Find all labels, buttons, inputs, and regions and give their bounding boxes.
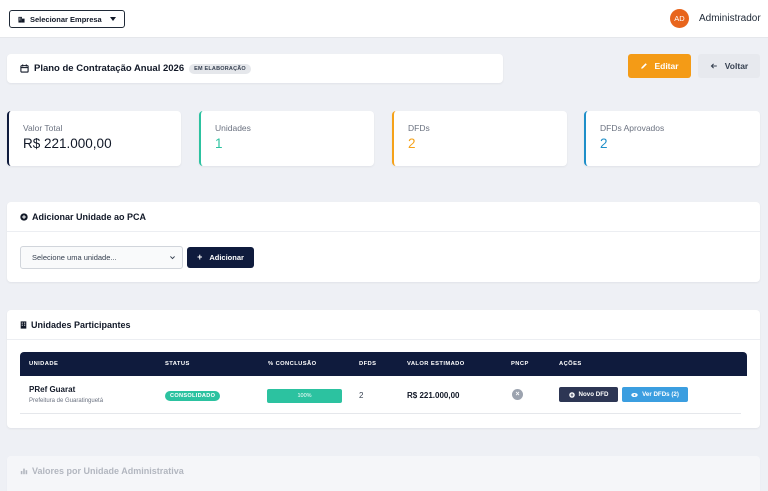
add-unit-title: Adicionar Unidade ao PCA — [32, 211, 147, 222]
status-badge: CONSOLIDADO — [165, 391, 221, 401]
pncp-x-icon: × — [512, 389, 523, 400]
column-header: STATUS — [165, 361, 190, 367]
pencil-icon — [641, 63, 648, 69]
page-title: Plano de Contratação Anual 2026 — [34, 63, 185, 74]
status-badge: EM ELABORAÇÃO — [189, 63, 251, 74]
units-card: Unidades Participantes UNIDADE STATUS % … — [7, 310, 760, 428]
unit-name: PRef Guarat — [29, 385, 76, 394]
arrow-left-icon — [710, 63, 717, 69]
stat-value: R$ 221.000,00 — [23, 136, 112, 151]
progress-text: 100% — [297, 393, 312, 399]
progress-fill — [267, 389, 342, 403]
view-dfds-button[interactable]: Ver DFDs (2) — [622, 387, 688, 402]
plus-icon: + — [197, 252, 203, 262]
new-dfd-button[interactable]: Novo DFD — [559, 387, 618, 402]
avatar[interactable]: AD — [670, 9, 689, 28]
stat-label: Unidades — [215, 123, 251, 133]
column-header: AÇÕES — [559, 361, 582, 367]
calendar-icon — [20, 64, 29, 73]
add-unit-card: Adicionar Unidade ao PCA Selecione uma u… — [7, 202, 760, 282]
top-bar: Selecionar Empresa AD Administrador — [0, 0, 768, 38]
chart-bar-icon — [20, 468, 28, 475]
stat-label: DFDs — [408, 123, 430, 133]
column-header: % CONCLUSÃO — [268, 361, 317, 367]
select-company-button[interactable]: Selecionar Empresa — [9, 10, 125, 28]
plus-circle-icon — [568, 391, 575, 398]
estimated-value: R$ 221.000,00 — [407, 391, 460, 400]
view-dfds-label: Ver DFDs (2) — [642, 391, 679, 398]
stat-label: Valor Total — [23, 123, 63, 133]
chevron-down-icon — [170, 256, 175, 260]
select-company-label: Selecionar Empresa — [30, 14, 102, 24]
table-header: UNIDADE STATUS % CONCLUSÃO DFDS VALOR ES… — [20, 352, 747, 376]
units-header: Unidades Participantes — [7, 310, 760, 340]
add-unit-button-label: Adicionar — [209, 253, 244, 262]
stat-card-dfds-aprovados: DFDs Aprovados 2 — [584, 111, 760, 166]
edit-button[interactable]: Editar — [628, 54, 691, 78]
plan-title-card: Plano de Contratação Anual 2026 EM ELABO… — [7, 54, 503, 83]
dfds-count: 2 — [359, 391, 364, 400]
values-by-unit-card: Valores por Unidade Administrativa — [7, 456, 760, 491]
stat-value: 1 — [215, 136, 223, 151]
values-header: Valores por Unidade Administrativa — [7, 456, 760, 486]
progress-bar: 100% — [267, 389, 342, 403]
caret-down-icon — [109, 17, 116, 21]
stat-value: 2 — [408, 136, 416, 151]
eye-icon — [631, 392, 638, 397]
building-icon — [20, 320, 27, 329]
add-unit-header: Adicionar Unidade ao PCA — [7, 202, 760, 232]
building-icon — [18, 16, 25, 23]
column-header: VALOR ESTIMADO — [407, 361, 465, 367]
unit-select-value: Selecione uma unidade... — [32, 253, 117, 262]
stat-value: 2 — [600, 136, 608, 151]
values-title: Valores por Unidade Administrativa — [32, 466, 184, 476]
stat-card-dfds: DFDs 2 — [392, 111, 567, 166]
plus-circle-icon — [20, 212, 28, 221]
back-label: Voltar — [724, 61, 749, 71]
unit-subtitle: Prefeitura de Guaratinguetá — [29, 398, 104, 404]
edit-label: Editar — [654, 61, 679, 71]
stat-card-unidades: Unidades 1 — [199, 111, 374, 166]
unit-select[interactable]: Selecione uma unidade... — [20, 246, 183, 269]
stat-card-valor-total: Valor Total R$ 221.000,00 — [7, 111, 181, 166]
new-dfd-label: Novo DFD — [578, 391, 609, 398]
column-header: UNIDADE — [29, 361, 59, 367]
table-row: PRef Guarat Prefeitura de Guaratinguetá … — [20, 376, 741, 414]
back-button[interactable]: Voltar — [698, 54, 760, 78]
units-title: Unidades Participantes — [31, 319, 131, 330]
add-unit-button[interactable]: + Adicionar — [187, 247, 254, 268]
column-header: DFDS — [359, 361, 377, 367]
username[interactable]: Administrador — [699, 13, 761, 24]
column-header: PNCP — [511, 361, 529, 367]
stat-label: DFDs Aprovados — [600, 123, 665, 133]
